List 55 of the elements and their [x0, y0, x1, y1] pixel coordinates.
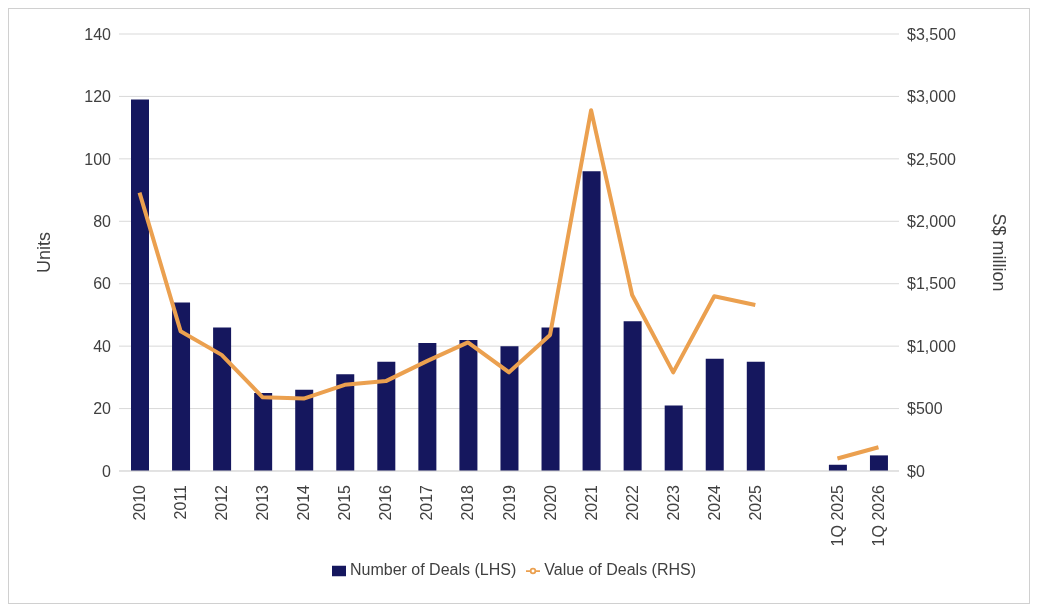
x-tick-label: 2025: [746, 484, 764, 521]
x-tick-label: 2020: [541, 484, 559, 521]
bar: [869, 455, 888, 471]
legend-label: Number of Deals (LHS): [349, 561, 517, 578]
bar: [500, 346, 519, 471]
y-tick-label: 20: [93, 400, 112, 418]
bar: [541, 327, 560, 471]
bar: [295, 389, 314, 471]
bar: [377, 361, 396, 471]
x-tick-label: 1Q 2026: [869, 484, 887, 547]
bar: [213, 327, 232, 471]
y2-tick-label: $2,000: [907, 212, 957, 230]
bar: [623, 321, 642, 471]
y-tick-label: 100: [84, 150, 112, 168]
bar: [459, 339, 478, 471]
y2-tick-label: $0: [907, 462, 925, 480]
bar: [705, 358, 724, 471]
y-tick-label: 60: [93, 275, 112, 293]
x-tick-label: 1Q 2025: [828, 484, 846, 547]
bar: [418, 343, 437, 471]
x-tick-label: 2023: [664, 484, 682, 521]
x-tick-label: 2012: [213, 484, 231, 521]
bar: [664, 405, 683, 471]
y-tick-label: 140: [84, 25, 112, 43]
y2-axis-title: S$ million: [988, 213, 1009, 292]
y-tick-label: 0: [102, 462, 112, 480]
y-tick-label: 80: [93, 212, 112, 230]
y-tick-label: 40: [93, 337, 112, 355]
x-tick-label: 2017: [418, 484, 436, 521]
y2-tick-label: $3,000: [907, 88, 957, 106]
bar: [746, 361, 765, 471]
y2-tick-label: $3,500: [907, 25, 957, 43]
bar: [131, 99, 149, 471]
y-axis-title: Units: [34, 231, 55, 274]
x-tick-label: 2010: [131, 484, 149, 521]
x-tick-label: 2011: [172, 484, 190, 520]
y-tick-label: 120: [84, 88, 112, 106]
x-tick-label: 2018: [459, 484, 477, 521]
y2-tick-label: $2,500: [907, 150, 957, 168]
x-tick-label: 2024: [705, 484, 723, 521]
bar: [254, 392, 273, 471]
x-tick-label: 2019: [500, 484, 518, 521]
legend-label: Value of Deals (RHS): [544, 561, 697, 578]
x-tick-label: 2021: [582, 484, 600, 521]
x-tick-label: 2015: [336, 484, 354, 521]
x-tick-label: 2013: [254, 484, 272, 521]
bar: [582, 171, 601, 471]
bar: [172, 302, 191, 471]
y2-tick-label: $500: [907, 400, 943, 418]
x-tick-label: 2016: [377, 484, 395, 521]
y2-tick-label: $1,500: [907, 275, 957, 293]
x-tick-label: 2022: [623, 484, 641, 521]
bar: [336, 374, 355, 471]
y2-tick-label: $1,000: [907, 337, 957, 355]
x-tick-label: 2014: [295, 484, 313, 521]
